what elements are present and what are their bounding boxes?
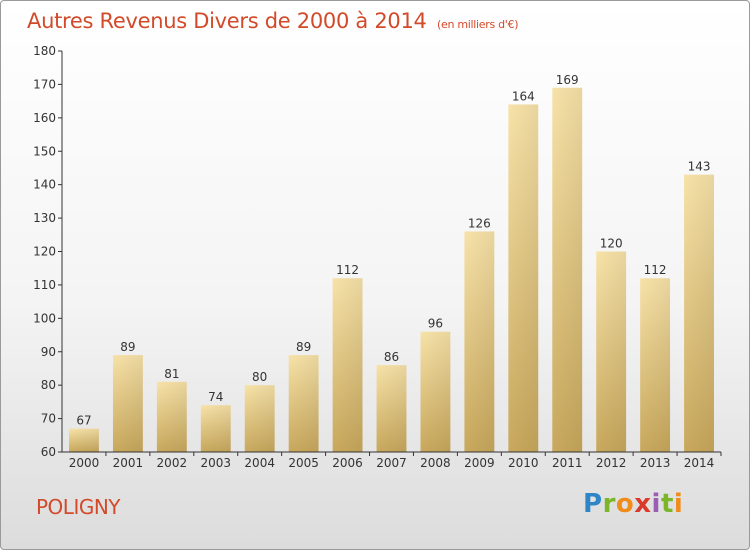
chart-title: Autres Revenus Divers de 2000 à 2014 (en… — [27, 9, 518, 33]
bar-shade — [420, 331, 451, 452]
y-tick-label: 180 — [33, 44, 56, 58]
bar-shade — [508, 104, 539, 452]
bar-value-label: 80 — [252, 370, 267, 384]
bar-value-label: 96 — [428, 317, 443, 331]
x-tick-label: 2007 — [376, 456, 407, 470]
bar-value-label: 112 — [644, 263, 667, 277]
bar-shade — [69, 428, 99, 452]
y-tick-label: 60 — [41, 445, 56, 459]
bar-value-label: 67 — [76, 414, 91, 428]
x-tick-label: 2003 — [200, 456, 231, 470]
bar-shade — [288, 355, 319, 452]
chart-title-text: Autres Revenus Divers de 2000 à 2014 — [27, 9, 427, 33]
bar-value-label: 89 — [120, 340, 135, 354]
bar-value-label: 164 — [512, 89, 535, 103]
x-tick-label: 2009 — [464, 456, 495, 470]
x-tick-label: 2000 — [69, 456, 100, 470]
commune-name: POLIGNY — [36, 495, 121, 519]
y-tick-label: 160 — [33, 111, 56, 125]
bar-value-label: 112 — [336, 263, 359, 277]
bar-value-label: 74 — [208, 390, 223, 404]
x-tick-label: 2001 — [113, 456, 144, 470]
y-tick-label: 120 — [33, 245, 56, 259]
bar-shade — [640, 278, 671, 452]
y-tick-label: 170 — [33, 77, 56, 91]
bar-value-label: 120 — [600, 237, 623, 251]
y-tick-label: 140 — [33, 178, 56, 192]
bar-shade — [244, 385, 275, 452]
y-tick-label: 90 — [41, 345, 56, 359]
bar-shade — [156, 381, 187, 452]
bar-shade — [200, 405, 231, 452]
x-tick-label: 2006 — [332, 456, 363, 470]
bar-value-label: 81 — [164, 367, 179, 381]
bar-value-label: 169 — [556, 73, 579, 87]
y-tick-label: 70 — [41, 412, 56, 426]
y-tick-label: 130 — [33, 211, 56, 225]
y-tick-label: 150 — [33, 144, 56, 158]
bar-value-label: 86 — [384, 350, 399, 364]
bar-shade — [376, 365, 407, 452]
x-axis: 2000 2001 2002 2003 2004 2005 2006 2007 2008 2009… — [62, 451, 722, 470]
y-tick-label: 110 — [33, 278, 56, 292]
y-tick-label: 80 — [41, 378, 56, 392]
bar-shade — [552, 87, 583, 452]
bar-shade — [684, 174, 714, 452]
bar-shade — [332, 278, 363, 452]
x-tick-label: 2014 — [684, 456, 715, 470]
bar-shade — [596, 251, 627, 452]
x-tick-label: 2004 — [244, 456, 275, 470]
x-tick-label: 2002 — [157, 456, 188, 470]
x-tick-label: 2008 — [420, 456, 451, 470]
x-tick-label: 2010 — [508, 456, 539, 470]
bar-value-label: 126 — [468, 216, 491, 230]
bar-shade — [112, 355, 143, 452]
proxiti-logo[interactable]: Proxiti — [583, 489, 684, 519]
chart-subtitle: (en milliers d'€) — [437, 18, 519, 31]
bar-value-label: 143 — [688, 160, 711, 174]
x-tick-label: 2005 — [288, 456, 319, 470]
y-tick-label: 100 — [33, 311, 56, 325]
bars: 67 89 81 74 80 89 112 86 96 126 164 169 120 112 143 — [69, 73, 714, 452]
x-tick-label: 2011 — [552, 456, 583, 470]
bar-shade — [464, 231, 495, 452]
x-tick-label: 2012 — [596, 456, 627, 470]
bar-value-label: 89 — [296, 340, 311, 354]
x-tick-label: 2013 — [640, 456, 671, 470]
y-axis: 60 70 80 90 100 110 120 130 140 150 160 170 180 — [33, 44, 63, 459]
